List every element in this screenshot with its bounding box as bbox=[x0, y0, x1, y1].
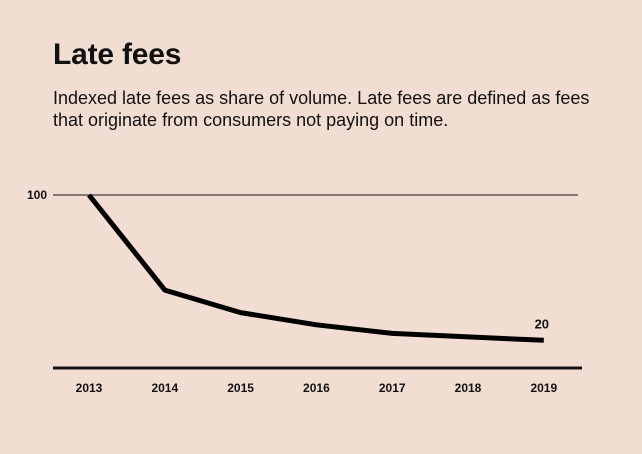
x-tick-label: 2018 bbox=[455, 381, 482, 395]
y-tick-label: 100 bbox=[27, 188, 47, 202]
series-line bbox=[87, 193, 544, 343]
x-tick-label: 2015 bbox=[227, 381, 254, 395]
chart-subtitle: Indexed late fees as share of volume. La… bbox=[53, 88, 590, 130]
x-tick-label: 2017 bbox=[379, 381, 406, 395]
x-tick-label: 2016 bbox=[303, 381, 330, 395]
x-tick-label: 2014 bbox=[151, 381, 178, 395]
x-tick-label: 2019 bbox=[530, 381, 557, 395]
x-tick-label: 2013 bbox=[76, 381, 103, 395]
chart-title: Late fees bbox=[53, 38, 182, 71]
end-value-label: 20 bbox=[535, 316, 549, 331]
